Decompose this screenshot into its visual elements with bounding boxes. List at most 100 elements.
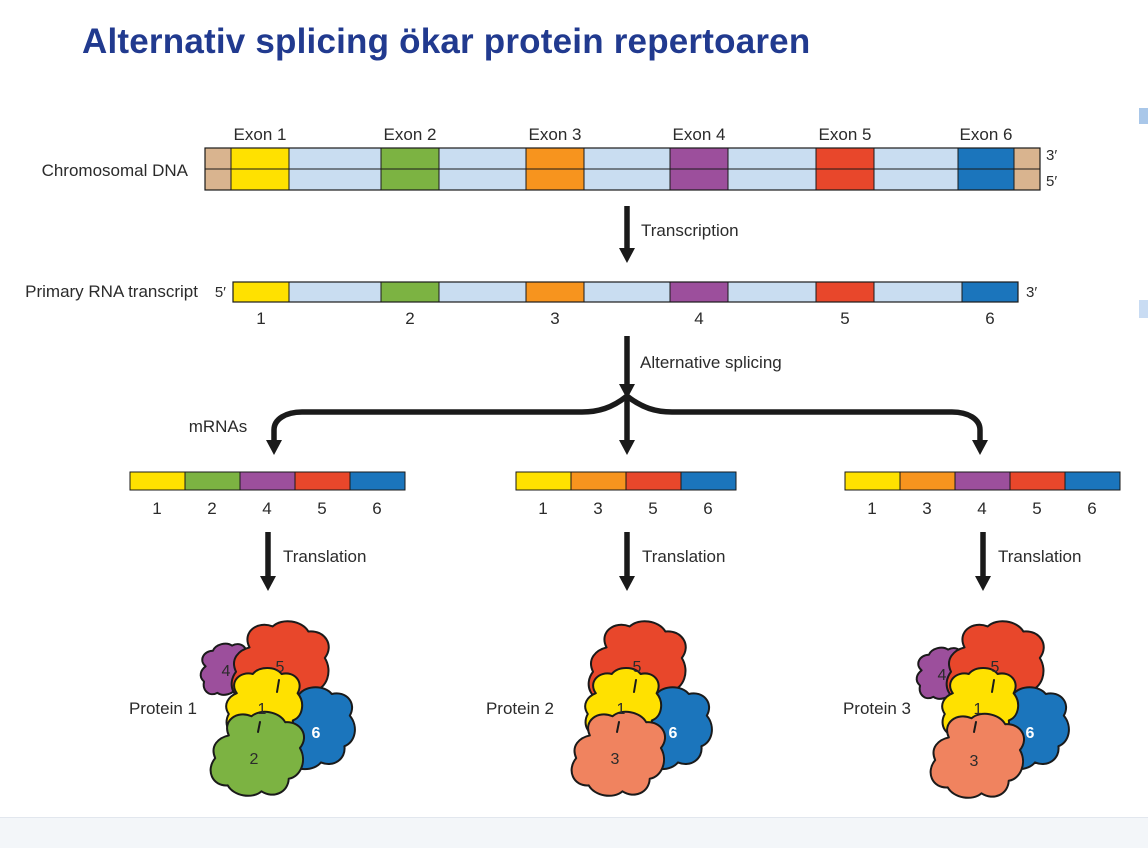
protein3-label: Protein 3 xyxy=(843,699,911,718)
mrna2-seg-3 xyxy=(570,471,627,491)
translation-step-3: Translation xyxy=(975,532,1081,591)
blob-crease xyxy=(616,721,620,733)
mrna1-seg-6 xyxy=(349,471,406,491)
translation-arrowhead-3-icon xyxy=(975,576,991,591)
dna-label: Chromosomal DNA xyxy=(42,161,189,180)
rna-bar-border xyxy=(232,281,1019,303)
mrna-2: 1 3 5 6 xyxy=(515,471,737,518)
rna-exon-4 xyxy=(669,281,729,303)
blob-crease xyxy=(633,679,637,693)
mrna2-num-4: 6 xyxy=(703,499,712,518)
exon-label-1: Exon 1 xyxy=(234,125,287,144)
translation-arrowhead-1-icon xyxy=(260,576,276,591)
branch-right xyxy=(624,393,983,443)
scrollbar-fragment-bottom[interactable] xyxy=(1139,300,1148,318)
translation-label-2: Translation xyxy=(642,547,725,566)
rna-5prime: 5′ xyxy=(215,284,226,301)
translation-label-1: Translation xyxy=(283,547,366,566)
mrna3-seg-5 xyxy=(1009,471,1066,491)
splicing-step: Alternative splicing mRNAs xyxy=(189,336,988,455)
protein1-domain2-num: 2 xyxy=(250,751,259,768)
exon-label-2: Exon 2 xyxy=(384,125,437,144)
splicing-label: Alternative splicing xyxy=(640,353,782,372)
slide-title: Alternativ splicing ökar protein reperto… xyxy=(82,22,811,61)
exon-label-3: Exon 3 xyxy=(529,125,582,144)
protein3-domain6-num: 6 xyxy=(1026,725,1035,742)
mrna3-seg-1 xyxy=(844,471,901,491)
bottom-strip xyxy=(0,817,1148,848)
mrna2-num-3: 5 xyxy=(648,499,657,518)
mrna1-seg-4 xyxy=(239,471,296,491)
rna-exon-number-6: 6 xyxy=(985,309,994,328)
protein1-domain4-num: 4 xyxy=(222,663,231,680)
mrna2-num-1: 1 xyxy=(538,499,547,518)
mrna3-seg-4 xyxy=(954,471,1011,491)
translation-step-1: Translation xyxy=(260,532,366,591)
mrna1-num-1: 1 xyxy=(152,499,161,518)
mrna1-num-3: 4 xyxy=(262,499,271,518)
exon-label-6: Exon 6 xyxy=(960,125,1013,144)
translation-arrowhead-2-icon xyxy=(619,576,635,591)
rna-label: Primary RNA transcript xyxy=(25,282,198,301)
protein2-domain3-num: 3 xyxy=(611,751,620,768)
mrna3-seg-6 xyxy=(1064,471,1121,491)
rna-exon-2 xyxy=(380,281,440,303)
mrna2-num-2: 3 xyxy=(593,499,602,518)
mrna3-seg-3 xyxy=(899,471,956,491)
protein2-label: Protein 2 xyxy=(486,699,554,718)
rna-intron-bar xyxy=(233,282,1018,302)
rna-exon-number-2: 2 xyxy=(405,309,414,328)
mrna-1: 1 2 4 5 6 xyxy=(129,471,406,518)
mrna3-num-5: 6 xyxy=(1087,499,1096,518)
mrna2-seg-6 xyxy=(680,471,737,491)
protein1-domain5-num: 5 xyxy=(276,659,285,676)
rna-exon-number-1: 1 xyxy=(256,309,265,328)
protein-3: Protein 3 4 5 1 3 6 xyxy=(843,613,1070,808)
dna-bar-border xyxy=(204,147,1041,191)
mrna1-num-5: 6 xyxy=(372,499,381,518)
dna-section: Exon 1 Exon 2 Exon 3 Exon 4 Exon 5 Exon … xyxy=(42,125,1057,191)
mrna3-num-2: 3 xyxy=(922,499,931,518)
protein1-domain1-num: 1 xyxy=(258,701,267,718)
branch-center-arrowhead-icon xyxy=(619,440,635,455)
mrnas-label: mRNAs xyxy=(189,417,248,436)
transcription-step: Transcription xyxy=(619,206,739,263)
protein2-domain1-num: 1 xyxy=(617,701,626,718)
rna-exon-number-5: 5 xyxy=(840,309,849,328)
mrna1-seg-2 xyxy=(184,471,241,491)
protein-1: Protein 1 4 5 1 2 6 xyxy=(129,613,356,806)
transcription-label: Transcription xyxy=(641,221,739,240)
mrna1-seg-1 xyxy=(129,471,186,491)
rna-exon-5 xyxy=(815,281,875,303)
mrna2-seg-5 xyxy=(625,471,682,491)
dna-5prime-right: 5′ xyxy=(1046,173,1057,190)
mrna3-num-1: 1 xyxy=(867,499,876,518)
mrna-3: 1 3 4 5 6 xyxy=(844,471,1121,518)
blob-crease xyxy=(991,679,995,693)
rna-exon-number-4: 4 xyxy=(694,309,703,328)
protein-2: Protein 2 5 1 3 6 xyxy=(486,613,713,806)
rna-exon-1 xyxy=(232,281,290,303)
rna-exon-6 xyxy=(961,281,1019,303)
exon-label-5: Exon 5 xyxy=(819,125,872,144)
mrna3-num-4: 5 xyxy=(1032,499,1041,518)
exon-label-4: Exon 4 xyxy=(673,125,726,144)
mrna1-seg-5 xyxy=(294,471,351,491)
protein2-domain5-num: 5 xyxy=(633,659,642,676)
translation-step-2: Translation xyxy=(619,532,725,591)
rna-section: Primary RNA transcript 5′ 3′ 1 2 3 4 5 6 xyxy=(25,281,1037,328)
branch-left-arrowhead-icon xyxy=(266,440,282,455)
mrna2-seg-1 xyxy=(515,471,572,491)
rna-3prime: 3′ xyxy=(1026,284,1037,301)
scrollbar-fragment-top[interactable] xyxy=(1139,108,1148,124)
translation-label-3: Translation xyxy=(998,547,1081,566)
dna-3prime-right: 3′ xyxy=(1046,147,1057,164)
protein2-domain6-num: 6 xyxy=(669,725,678,742)
branch-left xyxy=(271,393,630,443)
protein3-domain5-num: 5 xyxy=(991,659,1000,676)
rna-exon-number-3: 3 xyxy=(550,309,559,328)
protein3-domain1-num: 1 xyxy=(974,701,983,718)
protein3-domain4-num: 4 xyxy=(938,667,947,684)
